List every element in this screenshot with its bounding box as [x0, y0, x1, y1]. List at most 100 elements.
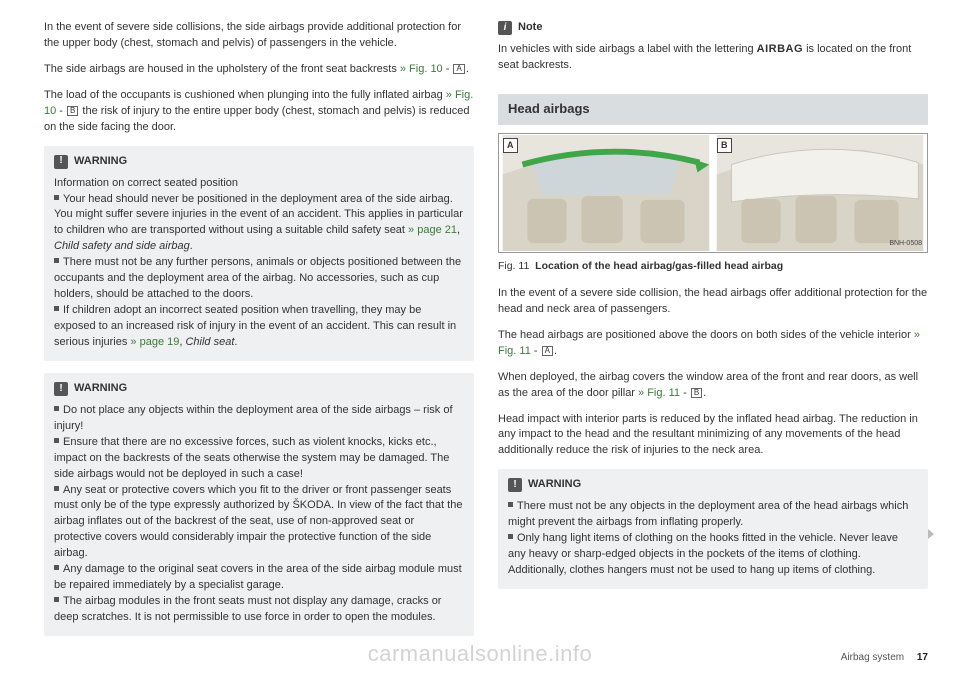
page: In the event of severe side collisions, … — [0, 0, 960, 688]
right-column: i Note In vehicles with side airbags a l… — [498, 20, 928, 648]
text: The head airbags are positioned above th… — [498, 329, 914, 341]
text: - — [56, 105, 66, 117]
text: Do not place any objects within the depl… — [54, 404, 453, 432]
bullet: The airbag modules in the front seats mu… — [54, 594, 464, 626]
text: the risk of injury to the entire upper b… — [44, 105, 469, 133]
section-heading: Head airbags — [498, 94, 928, 125]
warning-heading: ! WARNING — [54, 381, 464, 397]
ref-box: A — [542, 346, 553, 356]
figure-code: BNH-0508 — [889, 239, 922, 249]
page-ref: » page 21 — [408, 224, 457, 236]
paragraph: The side airbags are housed in the uphol… — [44, 62, 474, 78]
car-interior-illustration-a — [500, 135, 712, 251]
figure-title: Location of the head airbag/gas-filled h… — [535, 260, 783, 272]
page-footer: Airbag system 17 — [841, 652, 928, 663]
warning-title: WARNING — [74, 381, 127, 397]
warning-icon: ! — [54, 155, 68, 169]
text: . — [234, 336, 237, 348]
page-number: 17 — [917, 652, 928, 663]
warning-intro: Information on correct seated position — [54, 176, 464, 192]
warning-box: ! WARNING Do not place any objects withi… — [44, 373, 474, 636]
bullet: Only hang light items of clothing on the… — [508, 531, 918, 579]
note-icon: i — [498, 21, 512, 35]
text: . — [190, 240, 193, 252]
paragraph: Head impact with interior parts is reduc… — [498, 412, 928, 460]
figure-caption: Fig. 11 Location of the head airbag/gas-… — [498, 259, 928, 274]
warning-heading: ! WARNING — [54, 154, 464, 170]
bullet: There must not be any further persons, a… — [54, 255, 464, 303]
bullet-icon — [54, 597, 59, 602]
ref-box: B — [67, 106, 78, 116]
note-box: i Note In vehicles with side airbags a l… — [498, 20, 928, 82]
text: There must not be any objects in the dep… — [508, 500, 908, 528]
text: Ensure that there are no excessive force… — [54, 436, 449, 480]
bullet: Ensure that there are no excessive force… — [54, 435, 464, 483]
text: Any damage to the original seat covers i… — [54, 563, 462, 591]
warning-heading: ! WARNING — [508, 477, 918, 493]
bullet-icon — [54, 306, 59, 311]
text: . — [703, 387, 706, 399]
bullet-icon — [508, 534, 513, 539]
bullet: If children adopt an incorrect seated po… — [54, 303, 464, 351]
fig-ref: » Fig. 11 — [638, 387, 680, 399]
figure: A B — [498, 133, 928, 274]
text: - — [680, 387, 690, 399]
note-heading: i Note — [498, 20, 928, 36]
figure-image-row: A B — [498, 133, 928, 253]
footer-section: Airbag system — [841, 652, 904, 663]
text: , — [457, 224, 460, 236]
text: . — [554, 345, 557, 357]
text: If children adopt an incorrect seated po… — [54, 304, 456, 348]
text: . — [466, 63, 469, 75]
bullet-icon — [508, 502, 513, 507]
italic: Child safety and side airbag — [54, 240, 190, 252]
bullet: Any damage to the original seat covers i… — [54, 562, 464, 594]
warning-title: WARNING — [528, 477, 581, 493]
text: The side airbags are housed in the uphol… — [44, 63, 400, 75]
airbag-lettering: AIRBAG — [757, 43, 803, 55]
ref-box: A — [453, 64, 464, 74]
bullet: Any seat or protective covers which you … — [54, 483, 464, 563]
bullet-icon — [54, 195, 59, 200]
text: - — [531, 345, 541, 357]
text: Any seat or protective covers which you … — [54, 484, 462, 560]
text: - — [443, 63, 453, 75]
fig-ref: » Fig. 10 — [400, 63, 443, 75]
text: There must not be any further persons, a… — [54, 256, 461, 300]
text: When deployed, the airbag covers the win… — [498, 371, 918, 399]
bullet: Your head should never be positioned in … — [54, 192, 464, 256]
warning-box: ! WARNING There must not be any objects … — [498, 469, 928, 589]
panel-label: B — [717, 138, 732, 153]
figure-panel-b: B BNH-0508 — [714, 135, 926, 251]
text: The load of the occupants is cushioned w… — [44, 89, 446, 101]
warning-icon: ! — [54, 382, 68, 396]
text: In vehicles with side airbags a label wi… — [498, 43, 757, 55]
bullet-icon — [54, 258, 59, 263]
car-interior-illustration-b — [714, 135, 926, 251]
warning-title: WARNING — [74, 154, 127, 170]
paragraph: In the event of a severe side collision,… — [498, 286, 928, 318]
figure-number: Fig. 11 — [498, 260, 529, 272]
italic: Child seat — [185, 336, 234, 348]
text: The airbag modules in the front seats mu… — [54, 595, 441, 623]
bullet-icon — [54, 486, 59, 491]
paragraph: In the event of severe side collisions, … — [44, 20, 474, 52]
text: Your head should never be positioned in … — [54, 193, 463, 237]
warning-icon: ! — [508, 478, 522, 492]
paragraph: The head airbags are positioned above th… — [498, 328, 928, 360]
bullet-icon — [54, 438, 59, 443]
warning-box: ! WARNING Information on correct seated … — [44, 146, 474, 361]
bullet: Do not place any objects within the depl… — [54, 403, 464, 435]
bullet-icon — [54, 406, 59, 411]
left-column: In the event of severe side collisions, … — [44, 20, 474, 648]
paragraph: The load of the occupants is cushioned w… — [44, 88, 474, 136]
figure-panel-a: A — [500, 135, 712, 251]
ref-box: B — [691, 388, 702, 398]
note-text: In vehicles with side airbags a label wi… — [498, 42, 928, 74]
page-ref: » page 19 — [130, 336, 179, 348]
bullet: There must not be any objects in the dep… — [508, 499, 918, 531]
continuation-arrow-icon — [928, 529, 934, 539]
text: Only hang light items of clothing on the… — [508, 532, 898, 576]
bullet-icon — [54, 565, 59, 570]
note-title: Note — [518, 20, 542, 36]
